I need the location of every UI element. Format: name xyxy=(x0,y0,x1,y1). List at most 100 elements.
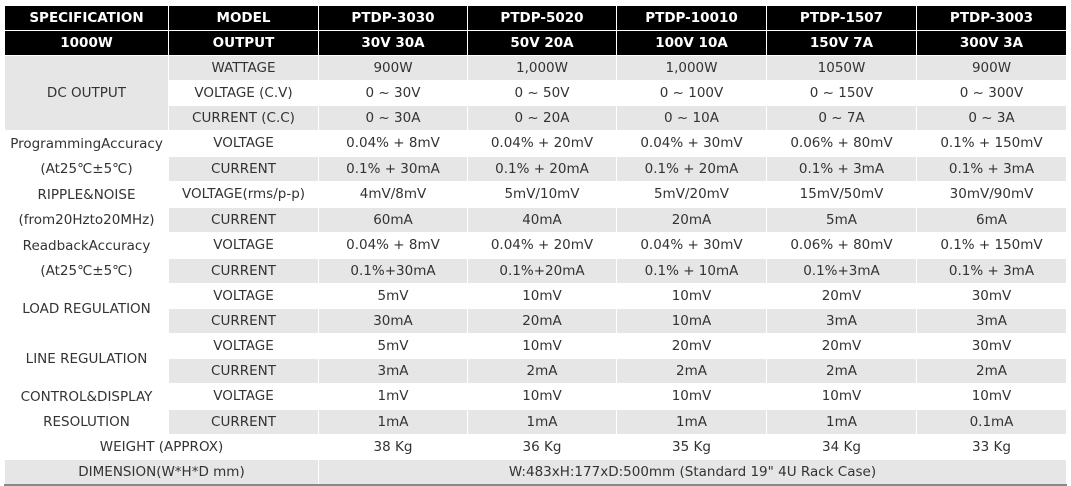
param-label: CURRENT (C.C) xyxy=(168,105,319,131)
spec-value: 2mA xyxy=(616,358,767,384)
param-label: CURRENT xyxy=(168,358,319,384)
spec-value: 10mV xyxy=(916,383,1067,410)
header-cell: OUTPUT xyxy=(168,30,319,56)
spec-value: 10mV xyxy=(467,333,617,359)
weight-value: 34 Kg xyxy=(766,434,917,460)
spec-value: 1,000W xyxy=(616,55,767,81)
group-label-line: (from20Hzto20MHz) xyxy=(18,211,155,228)
spec-value: 4mV/8mV xyxy=(318,181,468,208)
spec-value: 5mV xyxy=(318,333,468,359)
spec-value: 0.1%+20mA xyxy=(467,257,617,284)
spec-value: 20mA xyxy=(467,308,617,334)
model-output: 50V 20A xyxy=(467,30,617,56)
table-row: ProgrammingAccuracy (At25℃±5℃) VOLTAGE 0.04… xyxy=(4,130,1067,182)
spec-value: 30mV xyxy=(916,283,1067,309)
spec-table: SPECIFICATION MODEL PTDP-3030 PTDP-5020 PTDP… xyxy=(4,5,1067,486)
param-label: VOLTAGE xyxy=(168,232,319,259)
group-label: CONTROL&DISPLAY RESOLUTION xyxy=(4,383,169,435)
table-row: CURRENT (C.C) 0 ~ 30A 0 ~ 20A 0 ~ 10A 0 ~ 7A… xyxy=(5,105,1067,131)
param-label: CURRENT xyxy=(168,408,319,435)
spec-value: 2mA xyxy=(766,358,917,384)
spec-value: 0.1%+3mA xyxy=(766,257,917,284)
spec-value: 0 ~ 300V xyxy=(916,80,1067,106)
param-label: CURRENT xyxy=(168,206,319,233)
spec-value: 10mV xyxy=(467,283,617,309)
weight-value: 33 Kg xyxy=(916,434,1067,460)
group-label: DC OUTPUT xyxy=(4,55,169,131)
dimension-label: DIMENSION(W*H*D mm) xyxy=(4,459,319,486)
group-label-line: ProgrammingAccuracy xyxy=(10,135,163,152)
spec-value: 6mA xyxy=(916,206,1067,233)
group-label-line: (At25℃±5℃) xyxy=(40,262,133,279)
header-cell: MODEL xyxy=(168,5,319,31)
spec-value: 0.1% + 20mA xyxy=(616,155,767,182)
spec-value: 0.04% + 8mV xyxy=(318,130,468,157)
spec-value: 30mV xyxy=(916,333,1067,359)
param-label: WATTAGE xyxy=(168,55,319,81)
table-row: CURRENT 3mA 2mA 2mA 2mA 2mA xyxy=(5,358,1067,384)
spec-value: 0.1% + 150mV xyxy=(916,232,1067,259)
table-row: DC OUTPUT WATTAGE 900W 1,000W 1,000W 1050W 900… xyxy=(4,55,1067,131)
model-name: PTDP-5020 xyxy=(467,5,617,31)
model-output: 300V 3A xyxy=(916,30,1067,56)
spec-value: 0 ~ 30V xyxy=(318,80,468,106)
param-label: CURRENT xyxy=(168,308,319,334)
table-row: CONTROL&DISPLAY RESOLUTION VOLTAGE 1mV 10mV 1… xyxy=(4,383,1067,435)
param-label: VOLTAGE xyxy=(168,283,319,309)
spec-value: 5mV/20mV xyxy=(616,181,767,208)
model-name: PTDP-1507 xyxy=(766,5,917,31)
spec-value: 0.1% + 3mA xyxy=(916,155,1067,182)
weight-value: 38 Kg xyxy=(318,434,468,460)
spec-value: 20mV xyxy=(766,333,917,359)
dimension-value: W:483xH:177xD:500mm (Standard 19" 4U Rac… xyxy=(318,459,1067,486)
spec-value: 10mV xyxy=(616,283,767,309)
table-row: RIPPLE&NOISE (from20Hzto20MHz) VOLTAGE(rms… xyxy=(4,181,1067,233)
spec-value: 0.04% + 8mV xyxy=(318,232,468,259)
group-label: LINE REGULATION xyxy=(4,333,169,384)
group-label-lines: RIPPLE&NOISE (from20Hzto20MHz) xyxy=(6,183,168,232)
spec-value: 0 ~ 100V xyxy=(616,80,767,106)
spec-value: 0.04% + 20mV xyxy=(467,232,617,259)
group-label: RIPPLE&NOISE (from20Hzto20MHz) xyxy=(4,181,169,233)
spec-value: 0.1% + 30mA xyxy=(318,155,468,182)
group-label-line: LOAD REGULATION xyxy=(22,300,151,317)
table-row: 1000W OUTPUT 30V 30A 50V 20A 100V 10A 150V 7A… xyxy=(4,30,1067,56)
weight-value: 36 Kg xyxy=(467,434,617,460)
param-label: VOLTAGE xyxy=(168,383,319,410)
spec-value: 0.1% + 10mA xyxy=(616,257,767,284)
spec-value: 10mA xyxy=(616,308,767,334)
param-label: CURRENT xyxy=(168,155,319,182)
group-label-line: (At25℃±5℃) xyxy=(40,160,133,177)
spec-value: 0.1%+30mA xyxy=(318,257,468,284)
param-label: CURRENT xyxy=(168,257,319,284)
weight-label: WEIGHT (APPROX) xyxy=(4,434,319,460)
spec-value: 40mA xyxy=(467,206,617,233)
spec-value: 20mA xyxy=(616,206,767,233)
table-row: CURRENT 0.1%+30mA 0.1%+20mA 0.1% + 10mA 0.1%… xyxy=(5,257,1067,284)
model-output: 150V 7A xyxy=(766,30,917,56)
spec-value: 0 ~ 50V xyxy=(467,80,617,106)
group-label-line: ReadbackAccuracy xyxy=(22,237,151,254)
spec-value: 15mV/50mV xyxy=(766,181,917,208)
spec-value: 10mV xyxy=(616,383,767,410)
spec-value: 30mV/90mV xyxy=(916,181,1067,208)
param-label: VOLTAGE xyxy=(168,333,319,359)
table-row: WEIGHT (APPROX) 38 Kg 36 Kg 35 Kg 34 Kg 33 Kg xyxy=(4,434,1067,460)
header-cell: SPECIFICATION xyxy=(4,5,169,31)
spec-value: 3mA xyxy=(318,358,468,384)
spec-value: 2mA xyxy=(916,358,1067,384)
group-label-line: RIPPLE&NOISE xyxy=(37,186,136,203)
spec-value: 1,000W xyxy=(467,55,617,81)
spec-value: 5mV/10mV xyxy=(467,181,617,208)
group-label: LOAD REGULATION xyxy=(4,283,169,334)
spec-value: 0.1% + 3mA xyxy=(766,155,917,182)
model-output: 30V 30A xyxy=(318,30,468,56)
table-row: DIMENSION(W*H*D mm) W:483xH:177xD:500mm (… xyxy=(4,459,1067,486)
spec-value: 0 ~ 7A xyxy=(766,105,917,131)
spec-value: 2mA xyxy=(467,358,617,384)
spec-value: 0.04% + 30mV xyxy=(616,130,767,157)
model-output: 100V 10A xyxy=(616,30,767,56)
model-name: PTDP-3030 xyxy=(318,5,468,31)
header-cell: 1000W xyxy=(4,30,169,56)
